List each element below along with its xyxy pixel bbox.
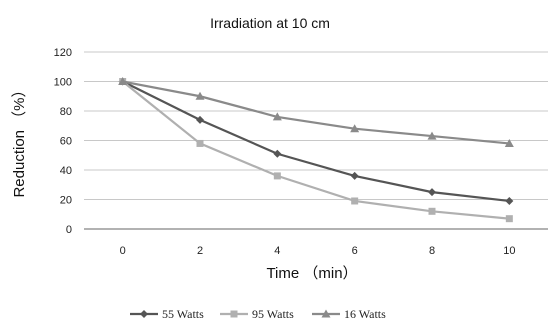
series-line-95-watts <box>121 80 510 220</box>
y-tick-label: 60 <box>60 136 72 148</box>
legend-label-55-watts: 55 Watts <box>162 307 204 321</box>
data-point-95-watts <box>505 215 513 223</box>
legend-marker-55-watts <box>140 310 148 318</box>
legend-marker-95-watts <box>230 310 238 318</box>
series-line-55-watts <box>122 80 510 203</box>
y-tick-label: 0 <box>66 224 72 236</box>
y-tick-label: 100 <box>54 77 72 89</box>
data-point-16-watts <box>427 131 437 140</box>
y-tick-label: 120 <box>54 47 72 59</box>
x-axis-label: Time （min） <box>266 265 357 282</box>
data-point-55-watts <box>273 149 282 158</box>
gridlines <box>84 51 548 230</box>
x-tick-label: 2 <box>197 245 203 257</box>
y-axis-ticks: 0 20 40 60 80 100 120 <box>54 47 72 236</box>
data-point-95-watts <box>196 139 204 147</box>
legend: 55 Watts 95 Watts 16 Watts <box>130 307 386 321</box>
data-point-16-watts <box>504 138 514 147</box>
data-point-16-watts <box>272 112 282 121</box>
series-group <box>118 77 514 223</box>
legend-marker-16-watts <box>321 309 331 318</box>
x-tick-label: 4 <box>274 245 280 257</box>
data-point-16-watts <box>195 91 205 100</box>
data-point-55-watts <box>428 188 436 197</box>
x-tick-label: 8 <box>429 245 435 257</box>
data-point-16-watts <box>350 124 360 133</box>
legend-label-95-watts: 95 Watts <box>252 307 294 321</box>
series-line-16-watts <box>122 80 510 145</box>
data-point-95-watts <box>428 207 436 215</box>
data-point-95-watts <box>351 197 359 205</box>
y-tick-label: 40 <box>60 165 72 177</box>
x-tick-label: 6 <box>352 245 358 257</box>
data-point-95-watts <box>273 172 281 180</box>
data-point-55-watts <box>196 115 204 124</box>
y-tick-label: 80 <box>60 106 72 118</box>
x-tick-label: 10 <box>503 245 515 257</box>
x-axis-ticks: 0 2 4 6 8 10 <box>120 245 516 257</box>
data-point-55-watts <box>505 196 514 205</box>
y-axis-label: Reduction （%） <box>11 82 28 197</box>
legend-label-16-watts: 16 Watts <box>344 307 386 321</box>
data-point-55-watts <box>350 171 359 180</box>
data-point-16-watts <box>118 77 128 85</box>
x-tick-label: 0 <box>120 245 126 257</box>
chart-title: Irradiation at 10 cm <box>210 15 330 31</box>
y-tick-label: 20 <box>60 195 72 207</box>
